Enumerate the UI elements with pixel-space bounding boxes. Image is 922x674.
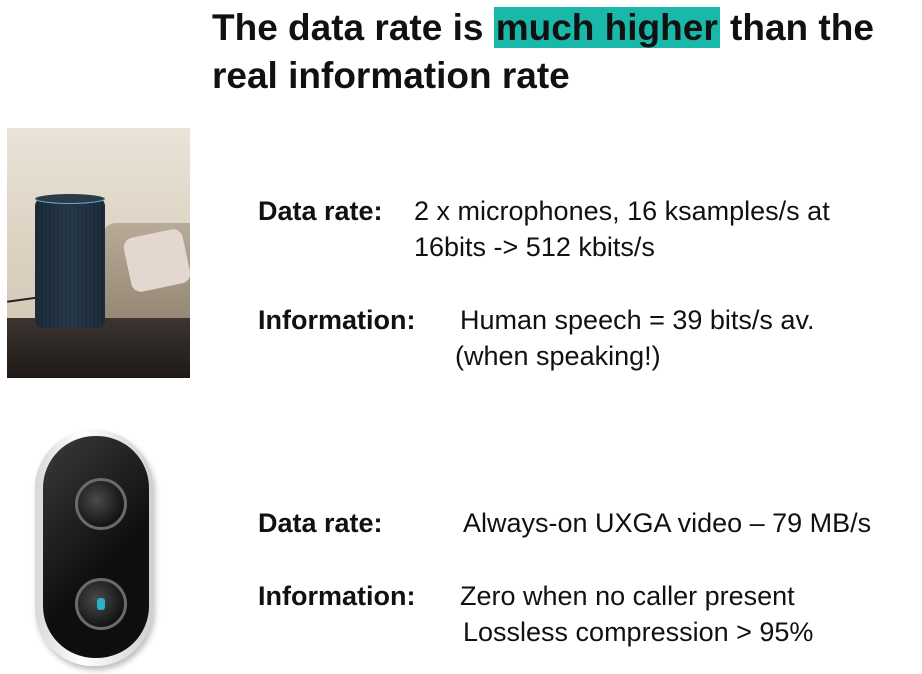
- section2-info-line1: Zero when no caller present: [460, 581, 795, 611]
- section2-info-label: Information:: [258, 581, 416, 611]
- smart-speaker-photo: [7, 128, 190, 378]
- section1-info-line1: Human speech = 39 bits/s av.: [460, 305, 815, 335]
- section1-info-label: Information:: [258, 305, 416, 335]
- section1-data-line1: 2 x microphones, 16 ksamples/s at: [414, 196, 830, 226]
- title-part1: The data rate is: [212, 7, 494, 48]
- title-highlight: much higher: [493, 7, 720, 48]
- slide-title: The data rate is much higher than the re…: [212, 4, 912, 100]
- section2-info-line2: Lossless compression > 95%: [463, 617, 814, 647]
- title-part2: than the real information rate: [212, 7, 874, 96]
- section1-info-line2: (when speaking!): [455, 341, 661, 371]
- section1-data-label: Data rate:: [258, 196, 383, 226]
- section2-data-label: Data rate:: [258, 508, 383, 538]
- video-doorbell-photo: [35, 430, 153, 666]
- section2-data-line1: Always-on UXGA video – 79 MB/s: [463, 508, 872, 538]
- section1-data-line2: 16bits -> 512 kbits/s: [414, 232, 655, 262]
- bell-button-icon: [75, 578, 127, 630]
- camera-lens-icon: [75, 478, 127, 530]
